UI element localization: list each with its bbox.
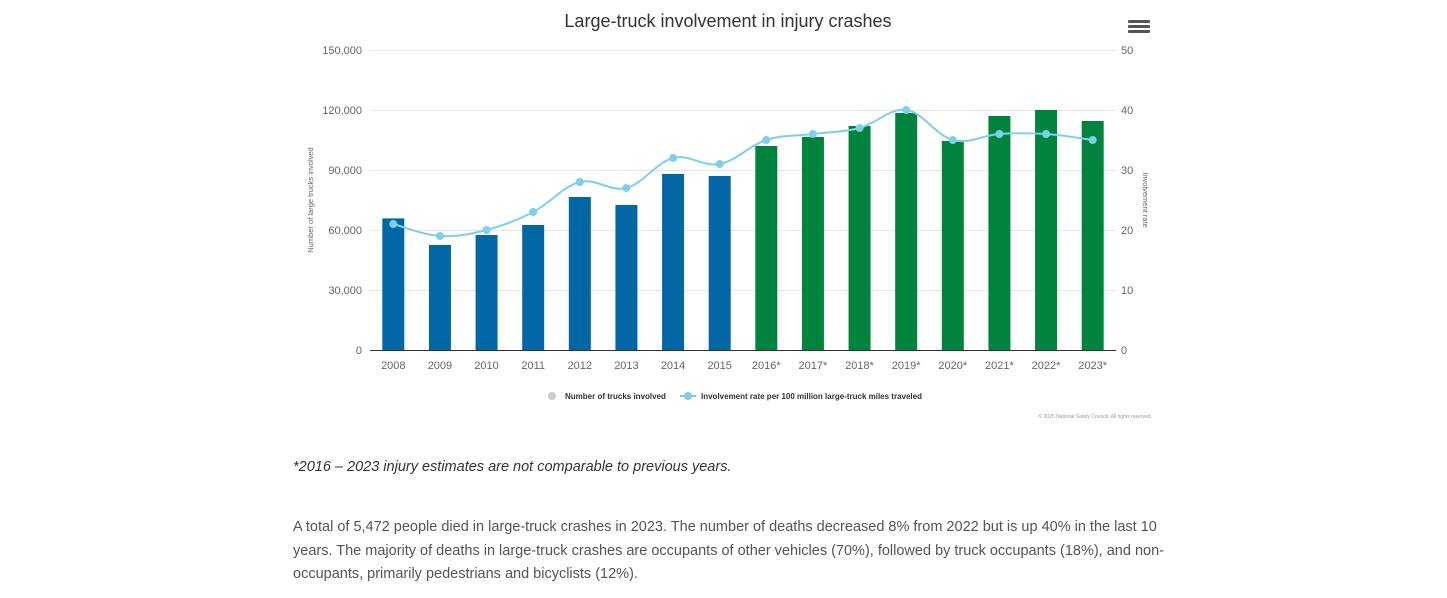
- rate-point[interactable]: [995, 130, 1004, 138]
- y2-tick-label: 10: [1121, 285, 1133, 297]
- rate-line: [393, 108, 1093, 238]
- bar[interactable]: [615, 205, 638, 350]
- rate-point[interactable]: [948, 136, 957, 144]
- bar[interactable]: [801, 137, 824, 350]
- x-tick-label: 2014: [661, 360, 685, 372]
- legend-item-trucks[interactable]: Number of trucks involved: [548, 392, 666, 401]
- y-tick-label: 150,000: [322, 45, 362, 57]
- y-tick-label: 60,000: [328, 225, 362, 237]
- menu-bar-line: [1128, 30, 1150, 33]
- bar[interactable]: [1035, 110, 1058, 350]
- x-tick-label: 2012: [568, 360, 592, 372]
- rate-point[interactable]: [389, 220, 398, 228]
- bar[interactable]: [1081, 121, 1104, 350]
- footnote: *2016 – 2023 injury estimates are not co…: [293, 459, 732, 475]
- bar[interactable]: [895, 113, 918, 350]
- x-tick-label: 2008: [381, 360, 405, 372]
- x-tick-label: 2015: [707, 360, 731, 372]
- bar[interactable]: [755, 146, 778, 350]
- legend-label-trucks: Number of trucks involved: [565, 392, 666, 401]
- x-tick-label: 2020*: [938, 360, 967, 372]
- x-tick-label: 2011: [521, 360, 545, 372]
- bar[interactable]: [848, 126, 871, 350]
- y-tick-label: 90,000: [328, 165, 362, 177]
- bar[interactable]: [662, 174, 685, 350]
- rate-point[interactable]: [622, 184, 631, 192]
- x-axis-ticks: 2008 2009 2010 2011 2012 2013 2014 2015 2016* 201…: [381, 360, 1108, 372]
- y2-tick-label: 50: [1121, 45, 1133, 57]
- summary-paragraph: A total of 5,472 people died in large-tr…: [293, 519, 1164, 582]
- left-axis-ticks: 0 30,000 60,000 90,000 120,000 150,000: [322, 45, 362, 357]
- rate-point[interactable]: [529, 208, 538, 216]
- bar[interactable]: [941, 141, 964, 350]
- rate-points: [389, 106, 1097, 240]
- bar[interactable]: [522, 225, 545, 350]
- menu-bar-line: [1128, 25, 1150, 28]
- right-axis-title: Involvement rate: [1141, 172, 1150, 227]
- chart-credits[interactable]: © 2025 National Safety Council. All righ…: [1039, 413, 1152, 420]
- bar[interactable]: [988, 116, 1011, 350]
- bar[interactable]: [708, 176, 731, 350]
- rate-point[interactable]: [1042, 130, 1051, 138]
- x-tick-label: 2013: [614, 360, 638, 372]
- chart: Large-truck involvement in injury crashe…: [306, 11, 1152, 420]
- y-tick-label: 30,000: [328, 285, 362, 297]
- x-tick-label: 2019*: [892, 360, 921, 372]
- bar[interactable]: [382, 218, 405, 350]
- legend-item-rate[interactable]: Involvement rate per 100 million large-t…: [680, 392, 922, 401]
- rate-point[interactable]: [855, 124, 864, 132]
- y-tick-label: 0: [356, 345, 362, 357]
- x-tick-label: 2017*: [799, 360, 828, 372]
- y2-tick-label: 40: [1121, 105, 1133, 117]
- y2-tick-label: 0: [1121, 345, 1127, 357]
- x-tick-label: 2023*: [1078, 360, 1107, 372]
- rate-point[interactable]: [762, 136, 771, 144]
- hamburger-menu-icon[interactable]: [1128, 18, 1150, 38]
- x-tick-label: 2016*: [752, 360, 781, 372]
- right-axis-ticks: 0 10 20 30 40 50: [1121, 45, 1133, 357]
- x-tick-label: 2022*: [1032, 360, 1061, 372]
- rate-point[interactable]: [808, 130, 817, 138]
- x-tick-label: 2021*: [985, 360, 1014, 372]
- y-tick-label: 120,000: [322, 105, 362, 117]
- legend: Number of trucks involved Involvement ra…: [548, 392, 922, 401]
- left-axis-title: Number of large trucks involved: [306, 147, 315, 252]
- bar[interactable]: [475, 235, 498, 350]
- bar[interactable]: [568, 197, 591, 350]
- y2-tick-label: 20: [1121, 225, 1133, 237]
- rate-point[interactable]: [902, 106, 911, 114]
- x-tick-label: 2018*: [845, 360, 874, 372]
- rate-point[interactable]: [575, 178, 584, 186]
- chart-title: Large-truck involvement in injury crashe…: [564, 11, 891, 31]
- legend-label-rate: Involvement rate per 100 million large-t…: [701, 392, 922, 401]
- bar-series: [382, 110, 1104, 350]
- bar[interactable]: [428, 245, 451, 350]
- legend-marker-rate: [684, 392, 692, 400]
- legend-marker-trucks: [548, 392, 556, 400]
- x-tick-label: 2009: [428, 360, 452, 372]
- rate-point[interactable]: [435, 232, 444, 240]
- rate-point[interactable]: [669, 154, 678, 162]
- rate-point[interactable]: [1088, 136, 1097, 144]
- rate-point[interactable]: [715, 160, 724, 168]
- y2-tick-label: 30: [1121, 165, 1133, 177]
- x-tick-label: 2010: [474, 360, 498, 372]
- rate-point[interactable]: [482, 226, 491, 234]
- menu-bar-line: [1128, 20, 1150, 23]
